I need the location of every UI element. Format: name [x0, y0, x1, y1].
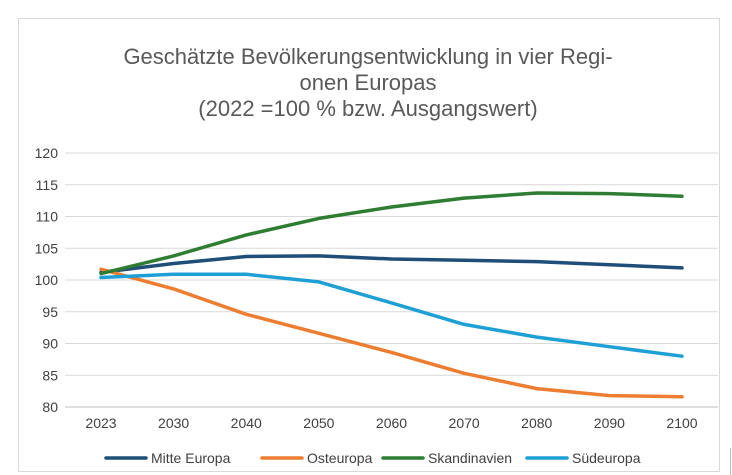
legend-label: Osteuropa	[307, 450, 373, 466]
legend-label: Südeuropa	[572, 450, 641, 466]
x-tick-label: 2090	[594, 415, 625, 431]
series-line-skandinavien	[99, 191, 684, 276]
y-tick-label: 110	[36, 209, 59, 225]
chart-title: Geschätzte Bevölkerungsentwicklung in vi…	[123, 44, 613, 121]
series-line-osteuropa	[99, 267, 684, 399]
page-edge-divider	[730, 448, 732, 475]
legend-label: Skandinavien	[428, 450, 512, 466]
x-tick-label: 2070	[449, 415, 480, 431]
x-tick-label: 2060	[376, 415, 407, 431]
x-tick-label: 2023	[85, 415, 116, 431]
y-tick-label: 100	[35, 272, 59, 288]
series-line-s-deuropa	[99, 272, 684, 358]
y-tick-label: 90	[42, 336, 58, 352]
y-tick-label: 95	[42, 304, 58, 320]
series-line-mitte-europa	[99, 254, 684, 275]
y-tick-label: 85	[42, 367, 58, 383]
x-tick-label: 2030	[158, 415, 189, 431]
legend-label: Mitte Europa	[151, 450, 231, 466]
y-tick-label: 105	[35, 240, 59, 256]
x-tick-label: 2100	[666, 415, 697, 431]
x-tick-label: 2080	[521, 415, 552, 431]
y-tick-label: 120	[35, 145, 59, 161]
y-tick-label: 80	[42, 399, 58, 415]
y-tick-label: 115	[36, 177, 59, 193]
x-tick-label: 2050	[303, 415, 334, 431]
x-tick-label: 2040	[231, 415, 262, 431]
